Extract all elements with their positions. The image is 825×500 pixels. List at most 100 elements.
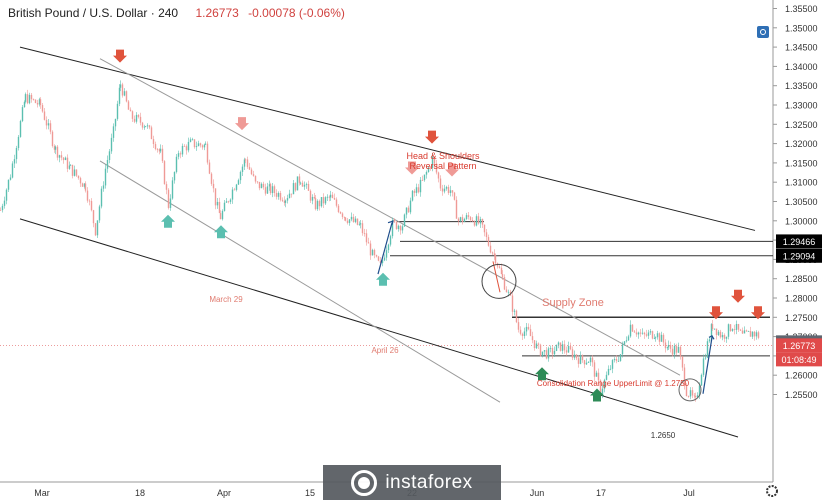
- candle-body: [589, 357, 592, 363]
- candle-body: [64, 157, 67, 161]
- candle-body: [350, 216, 353, 220]
- candle-body: [535, 343, 538, 349]
- candle-body: [455, 199, 458, 219]
- candle-body: [11, 163, 14, 178]
- candle-body: [223, 202, 226, 211]
- candle-body: [43, 111, 46, 120]
- candle-body: [387, 244, 390, 251]
- instaforex-logo-icon: [351, 469, 378, 496]
- candle-body: [567, 346, 570, 353]
- candle-body: [53, 146, 56, 150]
- candle-body: [60, 155, 63, 158]
- price-tag-label: 1.29094: [783, 251, 816, 261]
- candle-body: [704, 357, 707, 359]
- candle-body: [210, 173, 213, 184]
- settings-toggle-icon[interactable]: [757, 26, 769, 38]
- candle-body: [527, 326, 530, 330]
- candle-body: [206, 143, 209, 163]
- candle-body: [0, 209, 2, 211]
- candle-body: [329, 194, 332, 198]
- candle-body: [389, 236, 392, 245]
- timeframe[interactable]: 240: [158, 6, 179, 20]
- candle-body: [395, 221, 398, 230]
- candle-body: [731, 329, 734, 331]
- down-arrow-icon: [425, 130, 439, 144]
- candle-body: [68, 165, 71, 169]
- candle-body: [277, 192, 280, 197]
- candle-body: [403, 214, 406, 227]
- candle-body: [195, 146, 198, 148]
- price-change: -0.00078 (-0.06%): [248, 6, 345, 20]
- candle-body: [613, 359, 616, 361]
- price-tick-label: 1.35500: [785, 4, 818, 14]
- march-29-label: March 29: [209, 295, 243, 304]
- candle-body: [757, 332, 760, 338]
- candle-body: [537, 343, 540, 345]
- candle-body: [299, 182, 302, 184]
- candle-body: [328, 196, 331, 198]
- candle-body: [687, 396, 690, 397]
- price-tick-label: 1.32000: [785, 139, 818, 149]
- candle-body: [346, 220, 349, 223]
- candle-body: [429, 167, 432, 169]
- price-tick-label: 1.28500: [785, 274, 818, 284]
- candle-body: [457, 218, 460, 222]
- candle-body: [421, 179, 424, 181]
- time-tick-label: Mar: [34, 488, 50, 498]
- candle-body: [250, 169, 253, 175]
- upper-trend-line: [19, 46, 756, 231]
- candle-body: [119, 84, 122, 88]
- candle-body: [146, 125, 149, 127]
- candle-body: [559, 342, 562, 351]
- inner-channel-line: [99, 160, 501, 403]
- candle-body: [305, 183, 308, 185]
- chart-header: British Pound / U.S. Dollar · 240 1.2677…: [8, 6, 345, 20]
- level-1-2650-label: 1.2650: [651, 431, 676, 440]
- candle-body: [281, 199, 284, 201]
- candle-body: [385, 250, 388, 258]
- price-tick-label: 1.33500: [785, 81, 818, 91]
- candle-body: [38, 99, 41, 105]
- candle-body: [123, 91, 126, 96]
- candle-body: [262, 183, 265, 188]
- candle-body: [673, 345, 676, 355]
- candle-body: [723, 334, 726, 339]
- candle-body: [461, 217, 464, 222]
- candle-body: [573, 354, 576, 358]
- candle-body: [191, 139, 194, 141]
- candle-body: [348, 219, 351, 223]
- candle-body: [66, 157, 69, 169]
- candle-body: [427, 167, 430, 173]
- down-arrow-icon: [405, 161, 419, 175]
- candle-body: [631, 324, 634, 332]
- candle-body: [125, 91, 128, 102]
- candle-body: [296, 176, 299, 191]
- candle-body: [755, 332, 758, 337]
- candle-body: [381, 260, 384, 264]
- candle-body: [549, 347, 552, 349]
- candle-body: [696, 395, 699, 398]
- candle-body: [3, 200, 6, 206]
- candle-body: [129, 109, 132, 112]
- candle-body: [477, 216, 480, 224]
- candle-body: [77, 175, 80, 179]
- candle-body: [419, 179, 422, 193]
- candle-body: [635, 332, 638, 335]
- candle-body: [173, 171, 176, 181]
- price-tick-label: 1.35000: [785, 23, 818, 33]
- candle-body: [664, 342, 667, 349]
- candle-body: [231, 189, 234, 200]
- candle-body: [279, 192, 282, 200]
- candle-body: [283, 200, 286, 203]
- candle-body: [197, 143, 200, 147]
- candle-body: [433, 156, 436, 164]
- candle-body: [139, 116, 142, 123]
- time-tick-label: Jul: [683, 488, 695, 498]
- candle-body: [266, 186, 269, 194]
- candle-body: [443, 188, 446, 192]
- candle-body: [241, 166, 244, 172]
- candle-body: [260, 183, 263, 189]
- candle-body: [611, 360, 614, 369]
- candle-body: [177, 153, 180, 157]
